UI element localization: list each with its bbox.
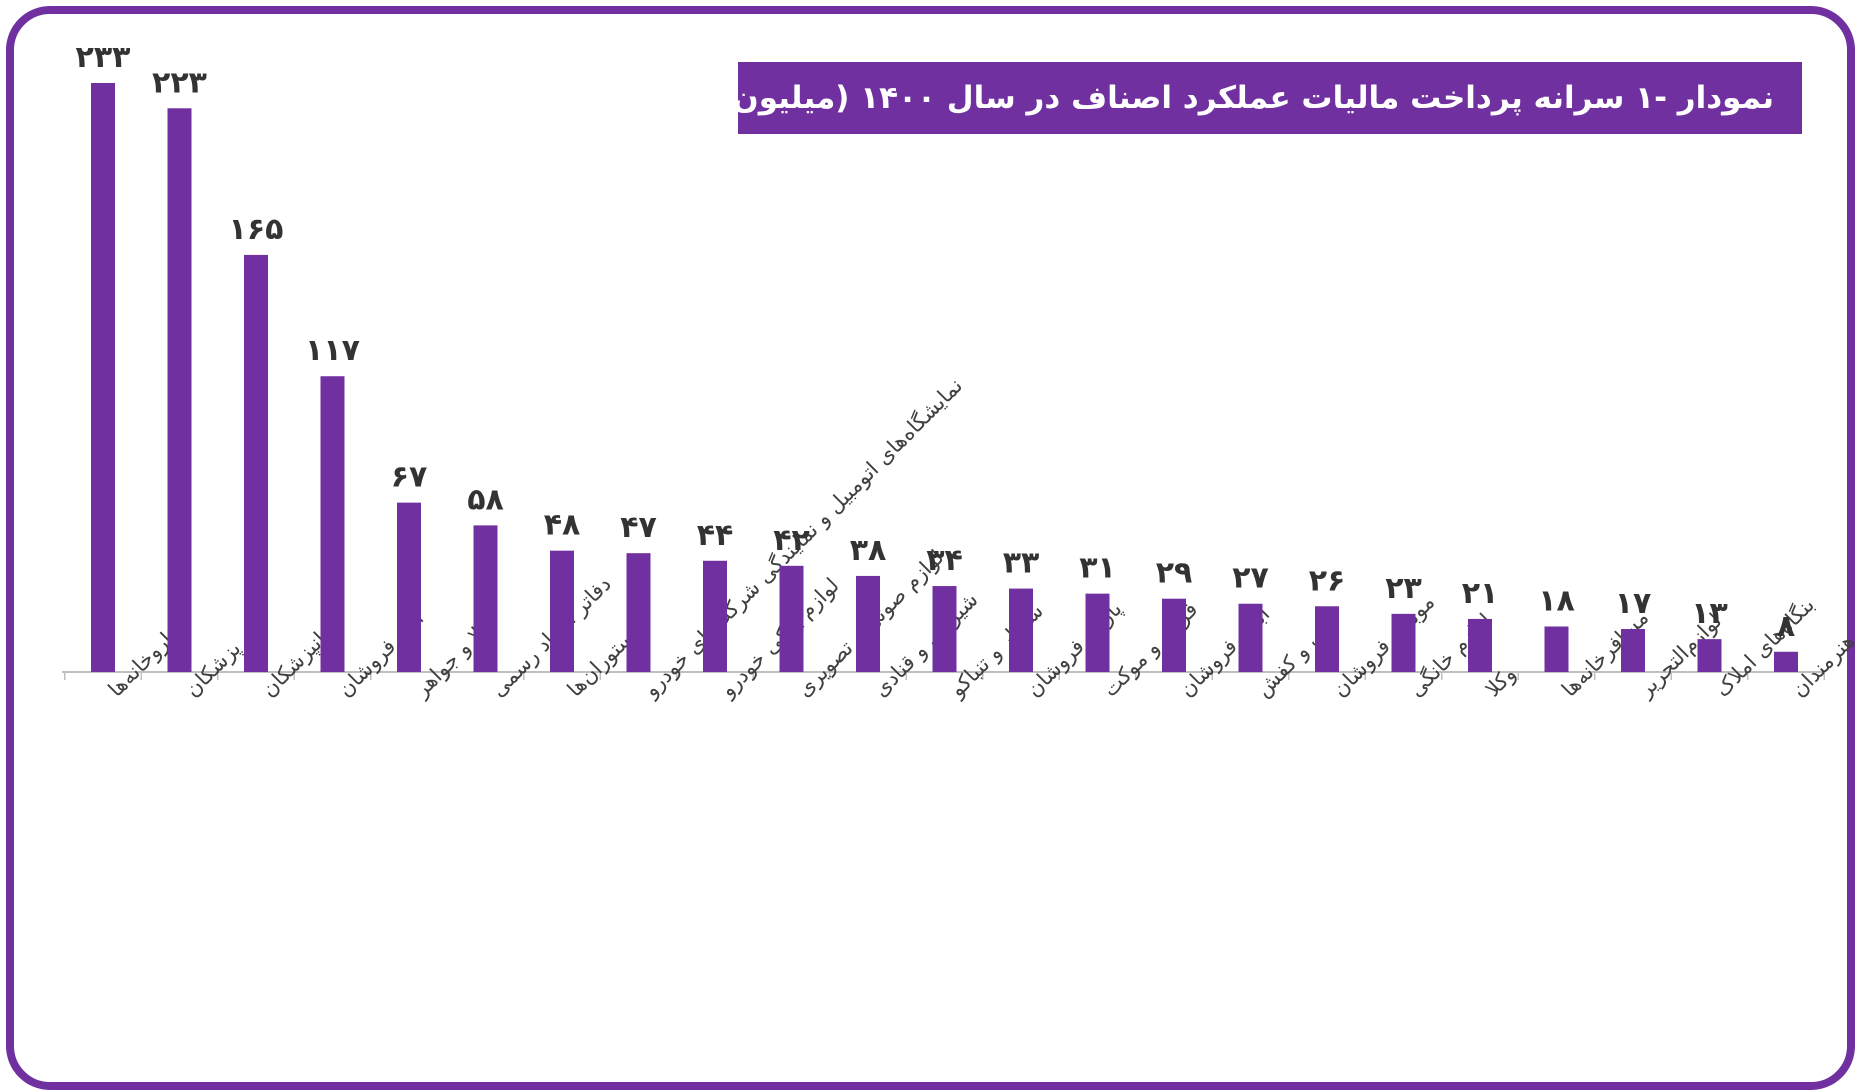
data-label: ۱۳	[1691, 596, 1728, 631]
bar	[703, 560, 727, 672]
data-label: ۲۲۳	[152, 65, 207, 100]
bar	[1774, 651, 1798, 672]
bar	[320, 376, 345, 672]
data-label: ۴۸	[544, 508, 581, 543]
data-label: ۲۶	[1309, 563, 1346, 598]
data-label: ۳۱	[1079, 551, 1116, 586]
bar	[550, 550, 574, 672]
bar	[856, 575, 880, 672]
data-label: ۲۳	[1385, 571, 1422, 606]
data-label: ۱۶۵	[229, 212, 284, 247]
data-label: ۱۷	[1615, 586, 1652, 621]
bar	[779, 565, 804, 672]
data-label: ۵۸	[467, 482, 504, 517]
data-label: ۸	[1777, 609, 1795, 644]
bar	[244, 254, 268, 672]
chart-title: نمودار -۱ سرانه پرداخت مالیات عملکرد اصن…	[639, 80, 1774, 116]
bar	[1009, 588, 1033, 672]
data-label: ۲۹	[1156, 556, 1193, 591]
bar	[1162, 598, 1186, 672]
bar	[1238, 603, 1263, 672]
bar	[1697, 639, 1722, 672]
data-label: ۴۷	[620, 510, 657, 545]
data-label: ۲۳۳	[76, 40, 131, 75]
bar	[1315, 606, 1339, 672]
bar	[397, 502, 421, 672]
bar	[932, 586, 957, 672]
bar	[1544, 626, 1569, 672]
bar	[1621, 629, 1645, 672]
bar	[626, 553, 651, 672]
data-label: ۳۸	[850, 533, 887, 568]
bar	[1468, 618, 1492, 672]
chart-title-box: نمودار -۱ سرانه پرداخت مالیات عملکرد اصن…	[639, 62, 1802, 134]
data-label: ۶۷	[391, 460, 428, 495]
chart-frame	[6, 6, 1855, 1090]
bar	[91, 83, 115, 672]
data-label: ۳۳	[1003, 546, 1040, 581]
data-label: ۱۱۷	[305, 333, 360, 368]
bar	[1391, 613, 1416, 672]
data-label: ۲۱	[1462, 576, 1499, 611]
data-label: ۲۷	[1232, 561, 1269, 596]
data-label: ۴۲	[773, 523, 810, 558]
data-label: ۴۴	[697, 518, 734, 553]
data-label: ۱۸	[1538, 583, 1575, 618]
bar	[473, 525, 498, 672]
data-label: ۳۴	[926, 543, 963, 578]
bar	[1085, 593, 1110, 672]
bar	[167, 108, 192, 672]
